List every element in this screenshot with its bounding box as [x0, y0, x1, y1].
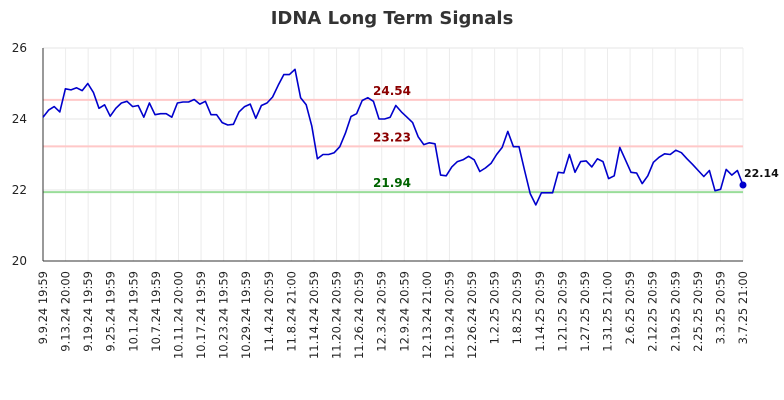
- x-tick-label: 2.12.25 20:59: [646, 271, 660, 352]
- x-tick-label: 1.14.25 20:59: [533, 271, 547, 352]
- x-tick-label: 1.2.25 20:59: [488, 271, 502, 344]
- axes: 20 22 24 26 9.9.24 19:59 9.13.24 20:00 9.19.24…: [12, 41, 750, 359]
- signal-level-label: 24.54: [373, 84, 411, 98]
- x-tick-label: 10.29.24 19:59: [239, 271, 253, 359]
- y-tick-label: 24: [12, 112, 27, 126]
- x-tick-label: 11.8.24 21:00: [284, 271, 298, 352]
- y-tick-label: 22: [12, 183, 27, 197]
- x-tick-label: 11.20.24 20:59: [330, 271, 344, 359]
- x-tick-label: 12.13.24 21:00: [420, 271, 434, 359]
- price-series-line: [42, 68, 744, 206]
- x-tick-label: 3.3.25 20:59: [713, 271, 727, 344]
- x-tick-label: 9.19.24 19:59: [81, 271, 95, 352]
- x-tick-label: 1.27.25 20:59: [578, 271, 592, 352]
- x-tick-label: 11.26.24 20:59: [352, 271, 366, 359]
- x-tick-label: 9.9.24 19:59: [36, 271, 50, 344]
- last-value-label: 22.14: [744, 167, 779, 180]
- chart-title: IDNA Long Term Signals: [270, 8, 514, 29]
- x-tick-label: 3.7.25 21:00: [736, 271, 750, 344]
- x-tick-label: 2.6.25 20:59: [623, 271, 637, 344]
- x-tick-label: 10.17.24 19:59: [194, 271, 208, 359]
- last-value-dot: [739, 181, 747, 189]
- x-tick-label: 10.23.24 19:59: [217, 271, 231, 359]
- x-tick-label: 9.13.24 20:00: [59, 271, 73, 352]
- x-tick-label: 9.25.24 19:59: [104, 271, 118, 352]
- grid: [42, 47, 744, 262]
- x-tick-label: 2.25.25 20:59: [691, 271, 705, 352]
- x-tick-label: 12.9.24 20:59: [397, 271, 411, 352]
- x-tick-label: 12.26.24 20:59: [465, 271, 479, 359]
- x-tick-label: 2.19.25 20:59: [668, 271, 682, 352]
- x-tick-label: 1.8.25 20:59: [510, 271, 524, 344]
- x-tick-label: 12.3.24 20:59: [375, 271, 389, 352]
- x-tick-label: 10.1.24 19:59: [126, 271, 140, 352]
- signal-levels: [43, 98, 743, 194]
- x-tick-label: 12.19.24 20:59: [442, 271, 456, 359]
- x-tick-label: 11.14.24 20:59: [307, 271, 321, 359]
- series: [42, 68, 747, 206]
- y-tick-label: 26: [12, 41, 27, 55]
- x-tick-label: 11.4.24 20:59: [262, 271, 276, 352]
- x-tick-label: 1.21.25 20:59: [555, 271, 569, 352]
- annotations: 24.54 23.23 21.94 22.14: [373, 84, 779, 190]
- x-tick-label: 10.11.24 20:00: [171, 271, 185, 359]
- x-tick-label: 10.7.24 19:59: [149, 271, 163, 352]
- signal-level-label: 21.94: [373, 176, 411, 190]
- x-tick-label: 1.31.25 21:00: [601, 271, 615, 352]
- signal-level-label: 23.23: [373, 130, 411, 144]
- y-tick-label: 20: [12, 254, 27, 268]
